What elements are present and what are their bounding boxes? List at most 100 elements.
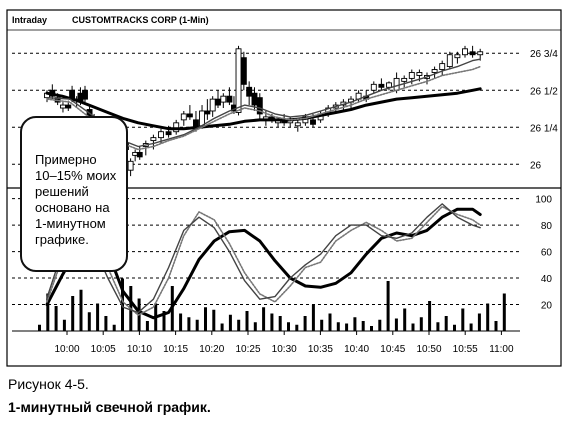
x-tick-label: 10:10	[127, 344, 152, 355]
volume-bar	[38, 324, 41, 331]
volume-bar	[278, 316, 282, 331]
moving-average-line	[45, 87, 482, 131]
callout-line: 1-минутном	[35, 216, 106, 231]
volume-bar	[370, 326, 373, 331]
candle-body	[165, 131, 172, 136]
volume-bar	[361, 321, 365, 331]
volume-bar	[419, 317, 423, 331]
candle-body	[186, 113, 193, 118]
x-tick-label: 10:40	[344, 344, 369, 355]
price-moving-averages	[45, 58, 482, 151]
volume-bar	[112, 324, 116, 331]
candle-body	[370, 83, 377, 91]
candle-body	[199, 110, 205, 127]
candle-body	[235, 48, 242, 113]
candle-body	[136, 151, 143, 158]
candle-body	[240, 57, 247, 85]
x-tick-label: 10:45	[380, 344, 405, 355]
volume-bar	[502, 293, 506, 331]
candle-body	[65, 104, 72, 109]
volume-bar	[378, 319, 382, 331]
candle-body	[439, 63, 446, 70]
oscillator-tick-label: 60	[541, 248, 553, 259]
price-tick-label: 26 1/2	[530, 86, 558, 97]
price-tick-label: 26	[530, 160, 542, 171]
candle-body	[431, 69, 438, 73]
volume-bar	[87, 312, 91, 331]
x-tick-label: 10:00	[54, 344, 79, 355]
volume-bar	[204, 307, 207, 331]
oscillator-tick-label: 20	[541, 301, 553, 312]
volume-bar	[303, 316, 307, 331]
volume-bar	[386, 281, 390, 331]
volume-bar	[195, 319, 199, 331]
volume-bar	[71, 296, 75, 331]
moving-average-line	[46, 58, 481, 148]
candle-body	[408, 72, 415, 79]
volume-bar	[220, 323, 224, 331]
candle-body	[158, 131, 164, 139]
price-tick-label: 26 3/4	[530, 49, 558, 60]
volume-bar	[428, 301, 432, 331]
candle-body	[220, 95, 227, 103]
volume-bar	[62, 319, 66, 331]
volume-bar	[270, 313, 274, 331]
volume-bar	[187, 317, 191, 331]
x-tick-label: 10:20	[199, 344, 224, 355]
candle-body	[401, 77, 408, 82]
moving-average-line	[46, 65, 482, 151]
candle-body	[477, 51, 484, 56]
volume-bar	[353, 317, 357, 331]
oscillator-tick-label: 100	[535, 195, 552, 206]
candle-body	[256, 97, 263, 115]
oscillator-tick-label: 40	[541, 274, 553, 285]
volume-bar	[162, 311, 166, 331]
volume-bar	[336, 322, 340, 331]
volume-bar	[411, 323, 415, 331]
volume-bar	[228, 314, 232, 331]
volume-bar	[477, 313, 481, 331]
volume-bar	[453, 324, 456, 331]
volume-bar	[461, 308, 465, 331]
price-tick-labels: 26 3/4 26 1/2 26 1/4 26	[530, 49, 558, 171]
candle-body	[469, 51, 476, 56]
candle-body	[82, 89, 88, 100]
oscillator-line	[46, 203, 481, 314]
volume-bar	[494, 321, 498, 331]
candle-body	[294, 122, 301, 127]
volume-bar	[328, 313, 332, 331]
volume-bar	[245, 311, 249, 331]
x-tick-label: 10:35	[308, 344, 333, 355]
volume-bar	[262, 307, 266, 331]
callout-note: Примерно 10–15% моих решений основано на…	[20, 116, 128, 272]
callout-line: 10–15% моих	[35, 168, 117, 183]
candle-body	[215, 98, 221, 106]
candle-body	[416, 72, 423, 76]
volume-bar	[104, 316, 108, 331]
volume-bar	[46, 293, 50, 331]
callout-line: графике.	[35, 232, 89, 247]
candle-body	[310, 119, 316, 125]
candle-body	[226, 95, 233, 103]
volume-bar	[237, 319, 241, 331]
candle-body	[446, 54, 453, 68]
callout-line: основано на	[35, 200, 110, 215]
volume-bar	[403, 308, 407, 331]
volume-bar	[253, 322, 257, 331]
candle-body	[127, 160, 134, 171]
oscillator-tick-labels: 100 80 60 40 20	[535, 195, 552, 312]
volume-bar	[320, 319, 324, 331]
candle-body	[454, 54, 461, 59]
volume-bar	[486, 303, 490, 331]
volume-bar	[287, 322, 290, 331]
volume-bar	[311, 304, 315, 331]
candle-body	[150, 137, 157, 142]
candle-body	[209, 98, 216, 112]
x-tick-label: 10:05	[91, 344, 116, 355]
volume-bar	[345, 323, 349, 331]
candle-body	[246, 86, 253, 97]
volume-bar	[444, 316, 448, 331]
volume-bar	[394, 318, 398, 331]
candle-body	[251, 92, 258, 106]
x-tick-label: 10:30	[272, 344, 297, 355]
